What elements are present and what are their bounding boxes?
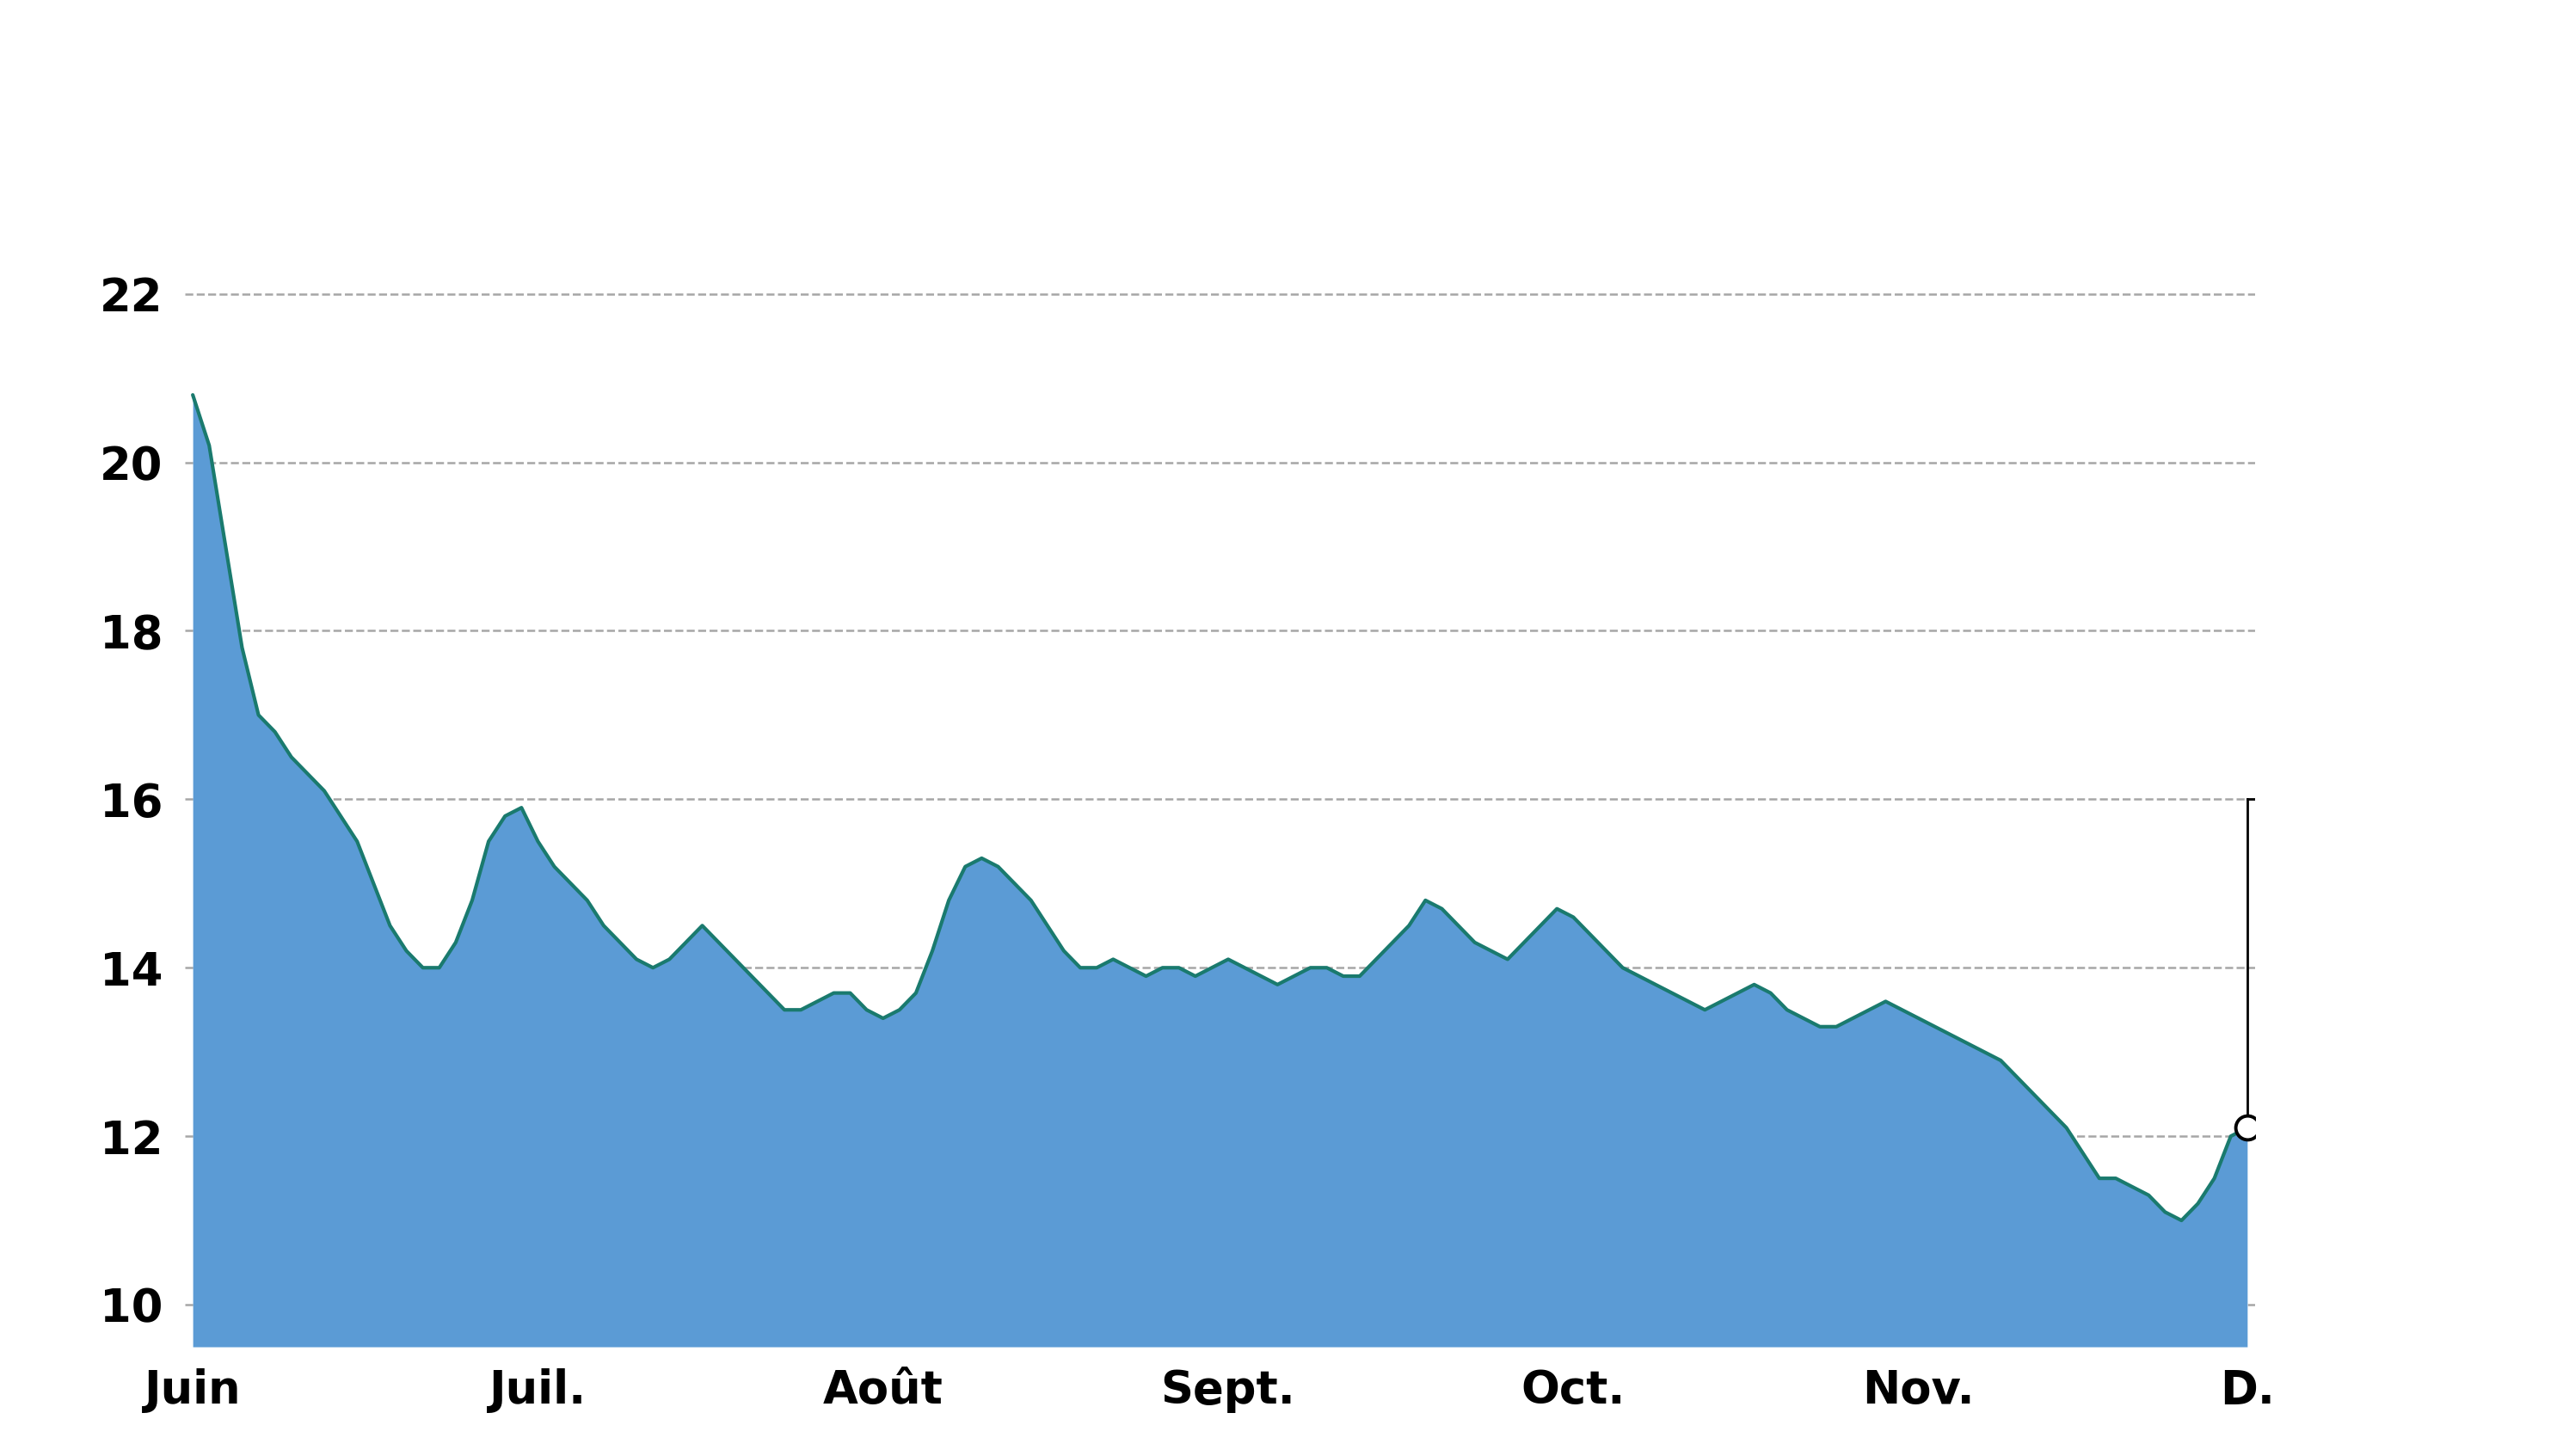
Text: MOULINVEST: MOULINVEST — [864, 22, 1699, 131]
